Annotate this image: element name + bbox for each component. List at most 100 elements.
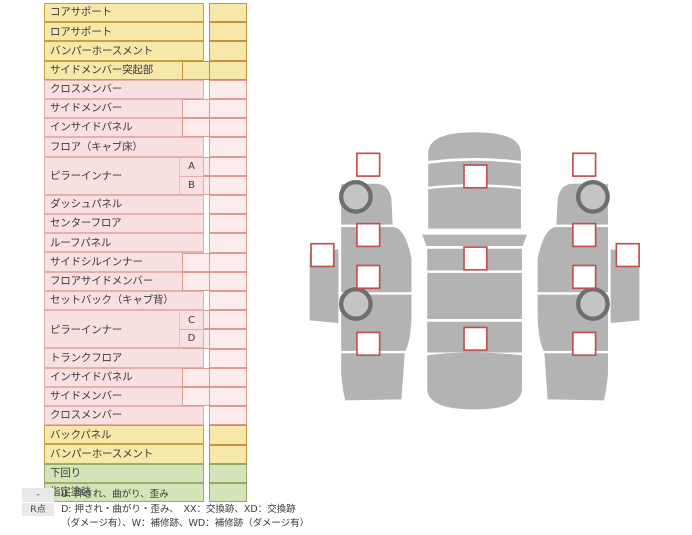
damage-cell[interactable]: [209, 214, 247, 234]
damage-cell[interactable]: [209, 252, 247, 272]
row-label: ピラーインナー: [44, 310, 179, 349]
damage-marker[interactable]: [571, 152, 597, 177]
table-row: クロスメンバー: [44, 405, 259, 426]
damage-cell[interactable]: [209, 310, 247, 330]
top-cab-back-section: [422, 234, 527, 247]
row-sub-label: B: [179, 175, 204, 195]
table-row: フロア（キャブ床）: [44, 137, 259, 157]
table-row: 下回り: [44, 463, 259, 483]
table-row: セットバック（キャブ背）: [44, 290, 259, 311]
row-label: トランクフロア: [44, 348, 204, 368]
right-outer-panel: [610, 249, 640, 324]
row-label: クロスメンバー: [44, 79, 204, 99]
table-row-group: ピラーインナー C D: [44, 310, 259, 349]
damage-cell[interactable]: [209, 406, 247, 426]
damage-cell[interactable]: [209, 41, 247, 61]
table-row: サイドメンバー突起部: [44, 60, 259, 80]
legend-key-dash: -: [22, 488, 54, 502]
damage-cell[interactable]: [209, 387, 247, 407]
top-roof-section: [428, 186, 521, 229]
row-label: ロアサポート: [44, 22, 204, 42]
row-label: ルーフパネル: [44, 233, 204, 253]
damage-cell[interactable]: [209, 3, 247, 23]
car-diagram-svg: [309, 132, 640, 410]
damage-cell[interactable]: [209, 195, 247, 215]
damage-cell[interactable]: [209, 60, 247, 80]
row-label: コアサポート: [44, 3, 204, 23]
row-label: セットバック（キャブ背）: [44, 290, 204, 311]
row-label: インサイドパネル: [44, 118, 204, 138]
right-rear-section: [544, 353, 608, 401]
row-label: バンパーホースメント: [44, 444, 204, 464]
damage-cell[interactable]: [209, 175, 247, 195]
row-sub-label: C: [179, 310, 204, 330]
row-label: ピラーインナー: [44, 156, 179, 195]
table-row: ロアサポート: [44, 22, 259, 42]
table-row: クロスメンバー: [44, 79, 259, 99]
row-label: 指定塗装: [44, 482, 204, 502]
damage-cell[interactable]: [209, 271, 247, 291]
damage-marker[interactable]: [463, 164, 488, 189]
row-label: サイドメンバー突起部: [44, 60, 204, 80]
row-label: サイドシルインナー: [44, 252, 204, 272]
legend-text-continued: （ダメージ有）、W：補修跡、WD：補修跡（ダメージ有）: [61, 518, 310, 529]
top-tailgate-section: [427, 352, 522, 410]
damage-marker[interactable]: [356, 331, 381, 357]
table-row: ルーフパネル: [44, 233, 259, 253]
damage-cell[interactable]: [209, 291, 247, 311]
damage-cell[interactable]: [209, 425, 247, 445]
row-sub-label: D: [179, 329, 204, 349]
row-label: クロスメンバー: [44, 405, 204, 426]
row-label: ダッシュパネル: [44, 194, 204, 215]
damage-cell[interactable]: [209, 483, 247, 503]
row-label: バックパネル: [44, 425, 204, 445]
damage-cell[interactable]: [209, 22, 247, 42]
damage-marker[interactable]: [310, 242, 335, 268]
car-damage-diagram: [305, 118, 690, 423]
damage-cell[interactable]: [209, 463, 247, 483]
top-hood-section: [428, 132, 521, 162]
damage-cell[interactable]: [209, 367, 247, 387]
damage-marker[interactable]: [615, 242, 640, 268]
table-row: ダッシュパネル: [44, 194, 259, 215]
legend-text-d: D: 押され・曲がり・歪み、 XX：交換跡、XD：交換跡: [61, 503, 296, 515]
damage-cell[interactable]: [209, 233, 247, 253]
damage-marker[interactable]: [571, 264, 597, 290]
damage-marker-layer: [310, 152, 640, 357]
table-row: 指定塗装: [44, 482, 259, 502]
damage-cell[interactable]: [209, 348, 247, 368]
row-label: センターフロア: [44, 214, 204, 234]
table-row-stack: コアサポート ロアサポート バンパーホースメント サイドメンバー突起部 クロスメンバーサ…: [44, 3, 259, 502]
row-label: インサイドパネル: [44, 367, 204, 387]
wheel-icon: [338, 287, 373, 321]
damage-marker[interactable]: [356, 222, 381, 248]
damage-marker[interactable]: [571, 331, 597, 357]
damage-cell[interactable]: [209, 329, 247, 349]
row-label: バンパーホースメント: [44, 41, 204, 61]
row-sub-label: A: [179, 156, 204, 176]
damage-cell[interactable]: [209, 118, 247, 138]
damage-marker[interactable]: [356, 152, 381, 177]
legend-text-u: U: 押され、曲がり、歪み: [61, 489, 169, 500]
damage-cell[interactable]: [209, 79, 247, 99]
table-row: バンパーホースメント: [44, 444, 259, 464]
damage-marker[interactable]: [571, 222, 597, 248]
damage-cell[interactable]: [209, 444, 247, 464]
table-row: バンパーホースメント: [44, 41, 259, 61]
row-label: フロア（キャブ床）: [44, 137, 204, 157]
legend-row-2: R点 D: 押され・曲がり・歪み、 XX：交換跡、XD：交換跡: [22, 502, 309, 518]
damage-marker[interactable]: [463, 326, 488, 352]
damage-cell[interactable]: [209, 99, 247, 119]
damage-marker[interactable]: [356, 264, 381, 290]
inspection-table: コアサポート ロアサポート バンパーホースメント サイドメンバー突起部 クロスメンバーサ…: [44, 3, 259, 503]
damage-cell-grid: [44, 3, 259, 503]
damage-cell[interactable]: [209, 137, 247, 157]
table-row: トランクフロア: [44, 348, 259, 368]
damage-marker[interactable]: [463, 246, 488, 271]
damage-cell[interactable]: [209, 156, 247, 176]
wheel-icon: [338, 179, 373, 214]
table-row: インサイドパネル: [44, 118, 259, 138]
left-rear-section: [341, 353, 405, 401]
